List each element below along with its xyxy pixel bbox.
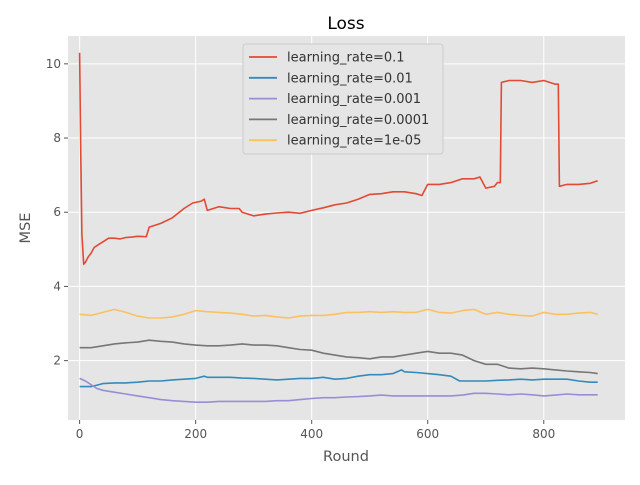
x-tick-label: 200: [184, 427, 207, 441]
y-tick-label: 6: [53, 205, 61, 219]
legend-entry-0: learning_rate=0.1: [287, 51, 405, 66]
series-layer: [78, 52, 598, 404]
legend-entry-1: learning_rate=0.01: [287, 71, 413, 86]
y-tick-label: 10: [46, 57, 61, 71]
series-line-1: [79, 369, 598, 388]
series-line-4: [79, 308, 598, 319]
x-axis-label: Round: [323, 449, 369, 465]
legend-entry-3: learning_rate=0.0001: [287, 113, 429, 128]
y-tick-label: 8: [53, 131, 61, 145]
x-tick-label: 800: [532, 427, 555, 441]
legend-entry-2: learning_rate=0.001: [287, 92, 421, 107]
chart-title: Loss: [327, 14, 364, 34]
legend-entry-4: learning_rate=1e-05: [287, 134, 421, 149]
x-tick-label: 600: [416, 427, 439, 441]
legend: learning_rate=0.1 learning_rate=0.01learn…: [242, 43, 444, 155]
x-tick-label: 400: [300, 427, 323, 441]
tick-layer: 0 200 400 600 800 2 4 6 8 10: [46, 57, 556, 441]
series-line-3: [79, 339, 598, 375]
legend-box: [242, 43, 444, 155]
y-axis-label: MSE: [18, 213, 34, 244]
series-line-2: [79, 377, 598, 404]
x-tick-label: 0: [76, 427, 84, 441]
series-line-0: [78, 52, 598, 266]
y-tick-label: 4: [53, 279, 61, 293]
y-tick-label: 2: [53, 354, 61, 368]
